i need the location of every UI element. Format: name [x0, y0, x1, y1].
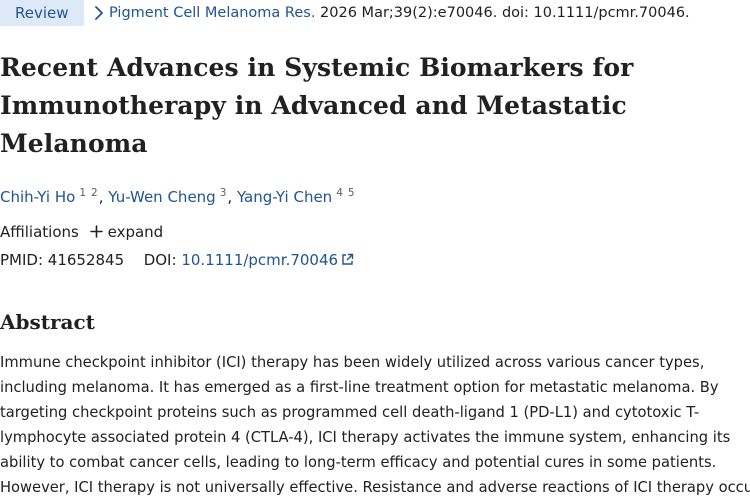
abstract-text: Immune checkpoint inhibitor (ICI) therap… — [0, 350, 750, 500]
publication-type-badge: Review — [0, 0, 84, 26]
author-link[interactable]: Yang-Yi Chen — [236, 188, 333, 206]
affiliation-ref[interactable]: 5 — [347, 187, 355, 199]
identifiers-row: PMID: 41652845 DOI: 10.1111/pcmr.70046 — [0, 249, 354, 271]
affiliations-row: Affiliations expand — [0, 221, 163, 243]
citation-details: 2026 Mar;39(2):e70046. doi: 10.1111/pcmr… — [315, 5, 690, 21]
doi-value: 10.1111/pcmr.70046 — [181, 251, 339, 269]
external-link-icon — [342, 253, 354, 265]
abstract-line: including melanoma. It has emerged as a … — [0, 379, 719, 396]
abstract-line: targeting checkpoint proteins such as pr… — [0, 404, 700, 421]
citation-bar: Review Pigment Cell Melanoma Res. 2026 M… — [0, 0, 750, 26]
authors-list: Chih-Yi Ho 1 2, Yu-Wen Cheng 3, Yang-Yi Che… — [0, 182, 356, 208]
plus-icon — [89, 225, 103, 238]
citation-line: Pigment Cell Melanoma Res. 2026 Mar;39(2… — [109, 3, 690, 23]
doi-label: DOI: — [143, 251, 177, 269]
author-link[interactable]: Yu-Wen Cheng — [108, 188, 216, 206]
affiliation-ref[interactable]: 2 — [91, 187, 98, 199]
abstract-line: However, ICI therapy is not universally … — [0, 479, 750, 496]
doi-link[interactable]: 10.1111/pcmr.70046 — [181, 251, 354, 269]
author-separator: , — [98, 188, 104, 206]
affiliation-ref[interactable]: 4 — [336, 187, 343, 199]
abstract-heading: Abstract — [0, 310, 95, 334]
journal-link[interactable]: Pigment Cell Melanoma Res. — [109, 5, 316, 21]
author-separator: , — [227, 188, 233, 206]
affiliation-ref[interactable]: 3 — [219, 187, 227, 199]
affiliations-label: Affiliations — [0, 223, 79, 241]
pmid: PMID: 41652845 — [0, 251, 125, 269]
affiliation-ref[interactable]: 1 — [79, 187, 86, 199]
expand-label: expand — [107, 223, 164, 241]
abstract-line: ability to combat cancer cells, leading … — [0, 454, 717, 471]
abstract-line: Immune checkpoint inhibitor (ICI) therap… — [0, 354, 705, 371]
expand-affiliations-button[interactable]: expand — [89, 221, 164, 243]
abstract-line: lymphocyte associated protein 4 (CTLA-4)… — [0, 429, 731, 446]
author-link[interactable]: Chih-Yi Ho — [0, 188, 76, 206]
chevron-right-icon — [95, 6, 103, 20]
article-title: Recent Advances in Systemic Biomarkers f… — [0, 53, 634, 158]
